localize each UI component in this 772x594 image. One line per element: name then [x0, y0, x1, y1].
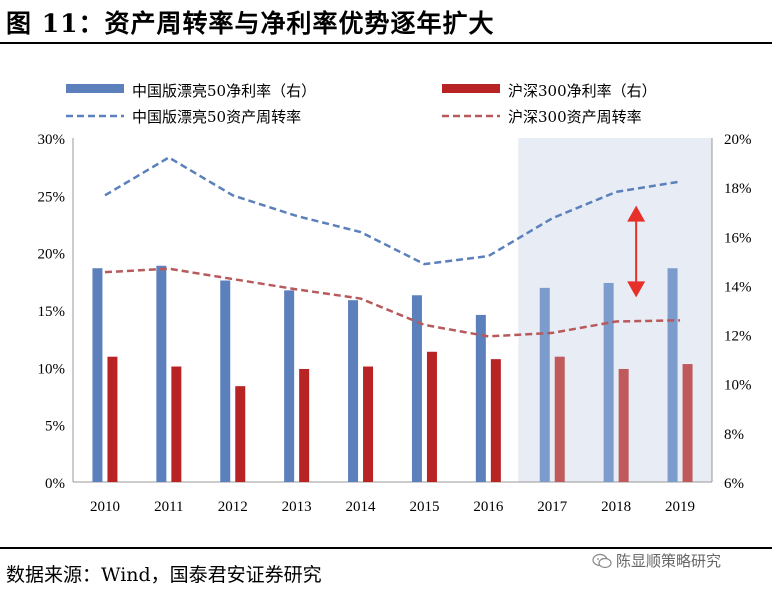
legend: 中国版漂亮50净利率（右） 沪深300净利率（右） 中国版漂亮50资产周转率 沪深30… — [66, 82, 657, 126]
x-tick-label: 2015 — [409, 499, 439, 515]
y-right-tick-label: 18% — [724, 181, 752, 197]
y-right-tick-label: 6% — [724, 476, 744, 492]
bar-pretty50-net-margin — [348, 300, 359, 482]
x-tick-label: 2013 — [282, 499, 312, 515]
plot-area — [72, 138, 713, 483]
y-left-tick-label: 30% — [38, 132, 66, 148]
legend-label: 沪深300资产周转率 — [508, 108, 642, 126]
bar-csi300-net-margin — [235, 386, 246, 482]
y-left-tick-label: 0% — [45, 476, 65, 492]
wechat-icon — [592, 553, 612, 568]
y-left-tick-label: 25% — [38, 189, 66, 205]
legend-swatch-bar — [66, 84, 124, 93]
x-tick-label: 2018 — [601, 499, 631, 515]
bar-pretty50-net-margin — [539, 287, 550, 482]
y-right-tick-label: 20% — [724, 132, 752, 148]
y-right-tick-label: 8% — [724, 427, 744, 443]
data-source: 数据来源：Wind，国泰君安证券研究 — [6, 564, 322, 586]
x-tick-label: 2016 — [473, 499, 504, 515]
y-right-tick-label: 10% — [724, 378, 752, 394]
y-left-tick-label: 20% — [38, 247, 66, 263]
y-right-tick-label: 12% — [724, 329, 752, 345]
bar-csi300-net-margin — [426, 351, 437, 482]
bar-csi300-net-margin — [618, 368, 629, 482]
bar-pretty50-net-margin — [92, 268, 103, 482]
bar-csi300-net-margin — [299, 368, 310, 482]
watermark: 陈显顺策略研究 — [592, 550, 721, 571]
lines — [104, 156, 681, 338]
bar-csi300-net-margin — [554, 356, 565, 482]
legend-swatch-bar — [442, 84, 500, 93]
x-tick-label: 2011 — [154, 499, 183, 515]
y-right-tick-label: 14% — [724, 279, 752, 295]
arrow-head-down — [627, 281, 646, 298]
arrow-head-up — [627, 205, 646, 222]
bar-pretty50-net-margin — [475, 314, 486, 482]
chart-title: 图 11：资产周转率与净利率优势逐年扩大 — [6, 9, 495, 38]
x-tick-label: 2019 — [665, 499, 695, 515]
bar-pretty50-net-margin — [284, 290, 295, 482]
bar-csi300-net-margin — [490, 359, 501, 482]
y-left-tick-label: 15% — [38, 304, 66, 320]
watermark-text: 陈显顺策略研究 — [616, 552, 722, 570]
bars — [92, 265, 693, 482]
title-rule — [0, 42, 772, 44]
bar-pretty50-net-margin — [667, 268, 678, 482]
footer-rule — [0, 547, 772, 549]
forecast-shade — [518, 138, 712, 482]
bar-pretty50-net-margin — [156, 265, 167, 482]
legend-label: 中国版漂亮50净利率（右） — [132, 82, 316, 100]
line-csi300-asset-turnover — [104, 267, 681, 338]
x-axis: 2010 2011 2012 2013 2014 2015 2016 2017 2018 2019 — [90, 499, 695, 515]
x-tick-label: 2017 — [537, 499, 568, 515]
y-right-tick-label: 16% — [724, 230, 752, 246]
x-tick-label: 2012 — [218, 499, 248, 515]
bar-csi300-net-margin — [363, 366, 374, 482]
y-left-tick-label: 5% — [45, 419, 65, 435]
bar-pretty50-net-margin — [411, 295, 422, 482]
bar-pretty50-net-margin — [220, 280, 231, 482]
legend-label: 中国版漂亮50资产周转率 — [132, 108, 301, 126]
annotations — [627, 205, 646, 298]
x-tick-label: 2014 — [346, 499, 377, 515]
line-pretty50-asset-turnover — [104, 156, 681, 266]
y-axis-left: 0% 5% 10% 15% 20% 25% 30% — [38, 132, 66, 492]
bar-pretty50-net-margin — [603, 282, 614, 482]
y-axis-right: 6% 8% 10% 12% 14% 16% 18% 20% — [724, 132, 752, 492]
bar-csi300-net-margin — [171, 366, 182, 482]
bar-csi300-net-margin — [107, 356, 118, 482]
x-tick-label: 2010 — [90, 499, 120, 515]
bar-csi300-net-margin — [682, 364, 693, 482]
y-left-tick-label: 10% — [38, 361, 66, 377]
legend-label: 沪深300净利率（右） — [508, 82, 657, 100]
